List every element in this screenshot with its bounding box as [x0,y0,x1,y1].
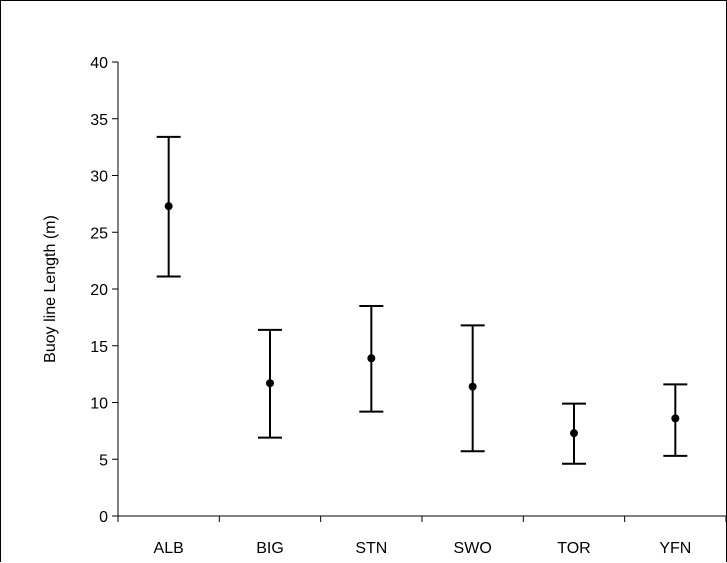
y-tick-label: 25 [90,225,108,242]
x-axis: ALB BIG STN SWO TOR YFN [117,515,727,557]
data-point [164,202,173,211]
y-tick-label: 30 [90,169,108,186]
data-point [671,414,680,423]
x-tick-label: BIG [256,540,284,557]
y-tick-label: 15 [90,339,108,356]
x-tick-label: ALB [154,540,184,557]
x-tick-label: YFN [659,540,691,557]
y-tick-label: 40 [90,55,108,72]
y-axis-title: Buoy line Length (m) [42,215,59,363]
y-tick-label: 0 [99,509,108,526]
data-point [266,379,274,388]
data-point [367,354,376,363]
y-tick-label: 10 [90,396,108,413]
y-tick-label: 35 [90,112,108,129]
data-marks [156,135,688,465]
x-tick-label: TOR [557,540,590,557]
y-axis: 0 5 10 15 20 25 30 35 40 [90,55,119,526]
x-tick-label: SWO [454,540,492,557]
y-tick-label: 20 [90,282,108,299]
data-point [468,382,477,391]
data-point [570,429,578,438]
x-tick-label: STN [355,540,387,557]
y-tick-label: 5 [99,452,108,469]
